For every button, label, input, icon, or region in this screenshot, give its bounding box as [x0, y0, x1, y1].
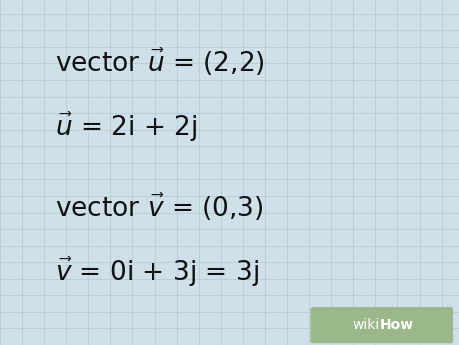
- Text: wiki: wiki: [352, 318, 379, 332]
- FancyBboxPatch shape: [310, 307, 452, 343]
- Text: $\vec{v}$ = 0i + 3j = 3j: $\vec{v}$ = 0i + 3j = 3j: [55, 256, 259, 289]
- Text: How: How: [379, 318, 413, 332]
- Text: vector $\vec{u}$ = (2,2): vector $\vec{u}$ = (2,2): [55, 47, 264, 78]
- Text: vector $\vec{v}$ = (0,3): vector $\vec{v}$ = (0,3): [55, 191, 263, 223]
- Text: $\vec{u}$ = 2i + 2j: $\vec{u}$ = 2i + 2j: [55, 111, 197, 144]
